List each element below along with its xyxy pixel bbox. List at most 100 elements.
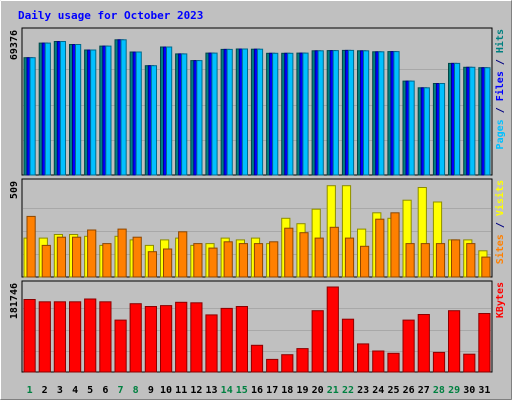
bar-pages-day-21 bbox=[332, 50, 339, 176]
axis-title-part: Visits bbox=[494, 180, 506, 216]
bar-sites-day-11 bbox=[178, 231, 188, 278]
bar-pages-day-24 bbox=[378, 51, 385, 176]
x-tick-label-day-26: 26 bbox=[403, 385, 415, 396]
bar-sites-day-13 bbox=[208, 247, 218, 278]
bar-sites-day-28 bbox=[435, 243, 446, 278]
bar-kbytes-day-9 bbox=[144, 306, 158, 373]
bar-pages-day-8 bbox=[135, 51, 142, 176]
x-tick-label-day-8: 8 bbox=[133, 385, 139, 396]
bar-pages-day-25 bbox=[393, 51, 400, 176]
bar-pages-day-16 bbox=[256, 48, 264, 176]
bar-pages-day-30 bbox=[469, 66, 476, 176]
bar-kbytes-day-11 bbox=[175, 301, 188, 373]
bar-kbytes-day-15 bbox=[235, 306, 249, 373]
bar-sites-day-3 bbox=[56, 236, 66, 278]
bar-kbytes-day-26 bbox=[402, 319, 415, 373]
bar-sites-day-15 bbox=[238, 243, 249, 278]
bar-sites-day-23 bbox=[360, 245, 370, 278]
bar-pages-day-22 bbox=[347, 49, 355, 176]
bar-kbytes-day-22 bbox=[341, 318, 355, 373]
bar-pages-day-2 bbox=[44, 42, 51, 176]
bar-kbytes-day-10 bbox=[160, 305, 173, 373]
bar-sites-day-1 bbox=[26, 215, 36, 278]
bar-kbytes-day-4 bbox=[69, 301, 82, 373]
bar-pages-day-27 bbox=[423, 87, 430, 176]
bar-sites-day-7 bbox=[117, 228, 127, 278]
x-tick-label-day-12: 12 bbox=[190, 385, 202, 396]
x-tick-label-day-20: 20 bbox=[312, 385, 324, 396]
x-tick-label-day-10: 10 bbox=[160, 385, 172, 396]
x-tick-label-day-29: 29 bbox=[448, 385, 460, 396]
bar-pages-day-17 bbox=[272, 52, 279, 176]
x-tick-label-day-3: 3 bbox=[57, 385, 63, 396]
bar-sites-day-24 bbox=[375, 218, 385, 278]
chart-title: Daily usage for October 2023 bbox=[18, 9, 203, 22]
bar-kbytes-day-27 bbox=[417, 314, 430, 373]
x-tick-label-day-4: 4 bbox=[72, 385, 78, 396]
bar-pages-day-23 bbox=[363, 50, 370, 176]
bar-kbytes-day-12 bbox=[190, 302, 203, 373]
x-tick-label-day-22: 22 bbox=[342, 385, 354, 396]
x-tick-label-day-23: 23 bbox=[357, 385, 369, 396]
x-tick-label-day-2: 2 bbox=[42, 385, 48, 396]
axis-title-part: / bbox=[495, 101, 506, 119]
bar-pages-day-12 bbox=[196, 60, 203, 176]
x-tick-label-day-5: 5 bbox=[87, 385, 93, 396]
bar-pages-day-1 bbox=[29, 57, 36, 176]
bar-sites-day-12 bbox=[193, 243, 203, 278]
panels: 69376 Pages / Files / Hits 509 Sites / Visi… bbox=[9, 27, 506, 373]
bar-pages-day-14 bbox=[226, 48, 233, 176]
bar-sites-day-14 bbox=[223, 241, 233, 278]
panel-axis-title-visits: Sites / Visits bbox=[494, 180, 506, 264]
x-tick-label-day-19: 19 bbox=[296, 385, 308, 396]
bar-kbytes-day-14 bbox=[220, 307, 233, 373]
bar-kbytes-day-8 bbox=[129, 303, 142, 373]
x-tick-label-day-31: 31 bbox=[478, 385, 490, 396]
panel-axis-title-kbytes: KBytes bbox=[495, 282, 506, 318]
series-sites bbox=[26, 212, 491, 278]
bar-kbytes-day-19 bbox=[296, 348, 309, 373]
bar-pages-day-6 bbox=[105, 45, 112, 176]
panel-max-label-hits: 69376 bbox=[9, 30, 20, 60]
bar-sites-day-9 bbox=[147, 251, 158, 278]
bar-sites-day-5 bbox=[87, 229, 97, 278]
axis-title-part: Hits bbox=[494, 29, 506, 53]
x-tick-label-day-1: 1 bbox=[27, 385, 33, 396]
x-tick-label-day-21: 21 bbox=[327, 385, 339, 396]
bar-kbytes-day-28 bbox=[432, 351, 446, 373]
bar-kbytes-day-16 bbox=[250, 344, 264, 373]
axis-title-part: / bbox=[495, 216, 506, 234]
bar-sites-day-25 bbox=[390, 212, 400, 278]
bar-sites-day-10 bbox=[163, 248, 173, 278]
bar-kbytes-day-1 bbox=[23, 299, 36, 373]
axis-title-part: Sites bbox=[494, 234, 506, 264]
bar-kbytes-day-31 bbox=[478, 313, 491, 373]
x-tick-label-day-16: 16 bbox=[251, 385, 263, 396]
bar-pages-day-26 bbox=[408, 80, 415, 176]
x-tick-label-day-11: 11 bbox=[175, 385, 187, 396]
bar-kbytes-day-30 bbox=[463, 353, 476, 373]
bar-pages-day-3 bbox=[59, 41, 66, 176]
bar-sites-day-18 bbox=[284, 227, 294, 278]
x-tick-label-day-30: 30 bbox=[463, 385, 475, 396]
bar-sites-day-26 bbox=[405, 243, 415, 278]
bar-sites-day-27 bbox=[420, 243, 430, 278]
axis-title-part: / bbox=[495, 53, 506, 71]
bar-kbytes-day-2 bbox=[38, 301, 51, 373]
bar-kbytes-day-13 bbox=[205, 314, 218, 373]
panel-max-label-kbytes: 181746 bbox=[9, 283, 20, 319]
bar-pages-day-29 bbox=[454, 62, 461, 176]
axis-title-part: Pages bbox=[495, 119, 506, 149]
bar-sites-day-20 bbox=[314, 237, 324, 278]
x-tick-label-day-9: 9 bbox=[148, 385, 154, 396]
bar-kbytes-day-7 bbox=[114, 319, 127, 373]
bar-pages-day-11 bbox=[181, 53, 188, 176]
bar-pages-day-19 bbox=[302, 52, 309, 176]
bar-sites-day-2 bbox=[41, 244, 51, 278]
series-pages bbox=[29, 39, 491, 176]
bar-sites-day-29 bbox=[451, 239, 461, 278]
bar-kbytes-day-25 bbox=[387, 352, 400, 373]
x-axis-labels: 1 2 3 4 5 6 7 8 9 10 11 12 13 14 15 16 17 18 19 20 21 22 23 24 2… bbox=[27, 385, 491, 396]
x-tick-label-day-7: 7 bbox=[117, 385, 123, 396]
